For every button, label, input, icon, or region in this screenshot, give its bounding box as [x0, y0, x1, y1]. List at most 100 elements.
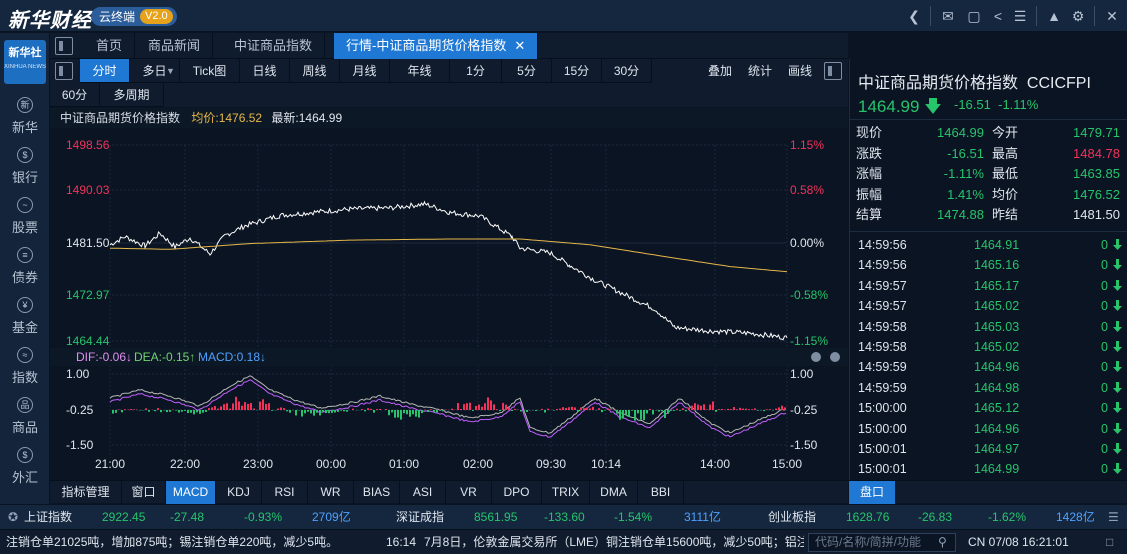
close-icon[interactable]: ✕	[1106, 8, 1118, 24]
indicator-button-5[interactable]: WR	[308, 481, 354, 504]
macd-bar	[121, 410, 123, 413]
macd-bar	[289, 410, 291, 413]
indicator-button-7[interactable]: ASI	[400, 481, 446, 504]
ticker-text-left[interactable]: 注销仓单21025吨，增加875吨；锡注销仓单220吨，减少5吨。	[6, 535, 339, 549]
tab-order-book[interactable]: 盘口	[849, 481, 895, 504]
back-icon[interactable]: ❮	[908, 8, 920, 24]
bond-icon: ≡	[17, 247, 33, 263]
tab-quote-active[interactable]: 行情-中证商品期货价格指数 ✕	[334, 33, 539, 59]
period-button-1[interactable]: 多日	[130, 59, 180, 83]
overlay-button[interactable]: 叠加	[708, 64, 733, 78]
tick-row: 15:00:00 1465.12 0	[850, 398, 1127, 418]
sidebar-item-6[interactable]: 品商品	[0, 393, 50, 439]
avg-price-label: 均价:1476.52	[191, 111, 263, 125]
sidebar-item-3[interactable]: ≡ 债券	[0, 243, 50, 289]
macd-bar	[643, 410, 645, 421]
tab-close-icon[interactable]: ✕	[514, 38, 526, 53]
sidebar-item-0[interactable]: 新新华	[0, 93, 50, 139]
period-button-7[interactable]: 1分	[450, 59, 502, 83]
tab-home[interactable]: 首页	[84, 33, 136, 59]
sidebar-item-7[interactable]: $ 外汇	[0, 443, 50, 489]
period-button-2[interactable]: Tick图	[180, 59, 240, 83]
macd-bar	[397, 410, 399, 418]
xinhua-logo[interactable]: 新华社 XINHUA NEWS	[4, 40, 46, 84]
period-button-6[interactable]: 年线	[390, 59, 450, 83]
tab-commodity-news[interactable]: 商品新闻	[136, 33, 214, 59]
indicator-button-8[interactable]: VR	[446, 481, 492, 504]
macd-bar	[403, 410, 405, 414]
macd-bar	[502, 402, 504, 410]
sidebar-item-1[interactable]: $ 银行	[0, 143, 50, 189]
pct-tick-label: 0.00%	[790, 236, 824, 250]
period-button-9[interactable]: 15分	[552, 59, 602, 83]
macd-bar	[589, 408, 591, 410]
tick-row: 14:59:56 1464.91 0	[850, 235, 1127, 255]
period-button-0[interactable]: 分时	[80, 59, 130, 83]
sidebar-item-5[interactable]: ≈ 指数	[0, 343, 50, 389]
dollar-icon: $	[17, 147, 33, 163]
indicator-button-0[interactable]: 指标管理	[50, 481, 122, 504]
tick-row: 14:59:58 1465.02 0	[850, 337, 1127, 357]
tab-csi-commodity-index[interactable]: 中证商品指数	[222, 33, 326, 59]
period-button-3[interactable]: 日线	[240, 59, 290, 83]
period-button-8[interactable]: 5分	[502, 59, 552, 83]
mail-icon[interactable]: ✉	[942, 8, 954, 24]
down-arrow-icon	[1113, 361, 1122, 373]
indicator-button-9[interactable]: DPO	[492, 481, 542, 504]
tick-row: 14:59:58 1465.03 0	[850, 317, 1127, 337]
macd-bar	[670, 410, 672, 411]
down-arrow-icon	[1113, 422, 1122, 434]
panel-toggle-icon[interactable]	[55, 62, 73, 80]
intraday-chart[interactable]: 1498.56 1.15% 1490.03 0.58% 1481.50 0.00% 1472…	[50, 128, 848, 478]
tick-time: 14:59:59	[858, 380, 907, 395]
chat-icon[interactable]: □	[1106, 535, 1114, 549]
down-arrow-icon	[1113, 463, 1122, 475]
ticker-news[interactable]: 7月8日，伦敦金属交易所（LME）铜注销仓单15600吨，减少50吨；铝注	[424, 535, 804, 549]
period-button-11[interactable]: 60分	[50, 83, 100, 107]
period-button-4[interactable]: 周线	[290, 59, 340, 83]
sidebar-item-4[interactable]: ¥ 基金	[0, 293, 50, 339]
sh-index-name[interactable]: 上证指数	[24, 510, 73, 524]
statistics-button[interactable]: 统计	[748, 64, 773, 78]
period-button-12[interactable]: 多周期	[100, 83, 164, 107]
indicator-button-2[interactable]: MACD	[166, 481, 216, 504]
macd-bar	[775, 408, 777, 410]
time-tick-label: 00:00	[316, 457, 346, 471]
macd-bar	[244, 402, 246, 410]
macd-bar	[217, 408, 219, 410]
macd-bar	[469, 402, 471, 410]
search-input[interactable]: 代码/名称/简拼/功能	[808, 533, 956, 552]
macd-bar	[739, 407, 741, 410]
message-icon[interactable]: ▢	[967, 8, 981, 24]
macd-bar	[754, 408, 756, 410]
indicator-button-1[interactable]: 窗口	[122, 481, 166, 504]
panel-toggle-icon[interactable]	[55, 37, 73, 55]
tick-row: 14:59:59 1464.98 0	[850, 378, 1127, 398]
menu-icon[interactable]: ☰	[1108, 510, 1119, 524]
time-tick-label: 09:30	[536, 457, 566, 471]
period-button-5[interactable]: 月线	[340, 59, 390, 83]
share-icon[interactable]: <	[993, 8, 1003, 24]
macd-bar	[322, 410, 324, 412]
indicator-button-3[interactable]: KDJ	[216, 481, 262, 504]
indicator-button-11[interactable]: DMA	[590, 481, 638, 504]
macd-bar	[214, 406, 216, 410]
chevron-down-icon[interactable]: ▼	[166, 66, 175, 76]
gear-icon[interactable]: ⚙	[1071, 8, 1085, 24]
indicator-button-4[interactable]: RSI	[262, 481, 308, 504]
notes-icon[interactable]: ☰	[1013, 8, 1027, 24]
panel-toggle-icon[interactable]	[824, 62, 842, 80]
sidebar-item-2[interactable]: ~ 股票	[0, 193, 50, 239]
indicator-button-12[interactable]: BBI	[638, 481, 684, 504]
indicator-button-10[interactable]: TRIX	[542, 481, 590, 504]
tab-bar: 首页 商品新闻 中证商品指数 行情-中证商品期货价格指数 ✕	[50, 33, 848, 59]
ticker-time: 16:14	[386, 535, 417, 549]
indicator-button-6[interactable]: BIAS	[354, 481, 400, 504]
sz-index-name[interactable]: 深证成指	[396, 510, 445, 524]
cy-index-name[interactable]: 创业板指	[768, 510, 817, 524]
draw-line-button[interactable]: 画线	[788, 64, 813, 78]
pin-icon[interactable]: ✪	[8, 510, 19, 524]
period-button-10[interactable]: 30分	[602, 59, 652, 83]
search-icon[interactable]: ⚲	[938, 535, 947, 549]
shirt-icon[interactable]: ▲	[1047, 8, 1061, 24]
